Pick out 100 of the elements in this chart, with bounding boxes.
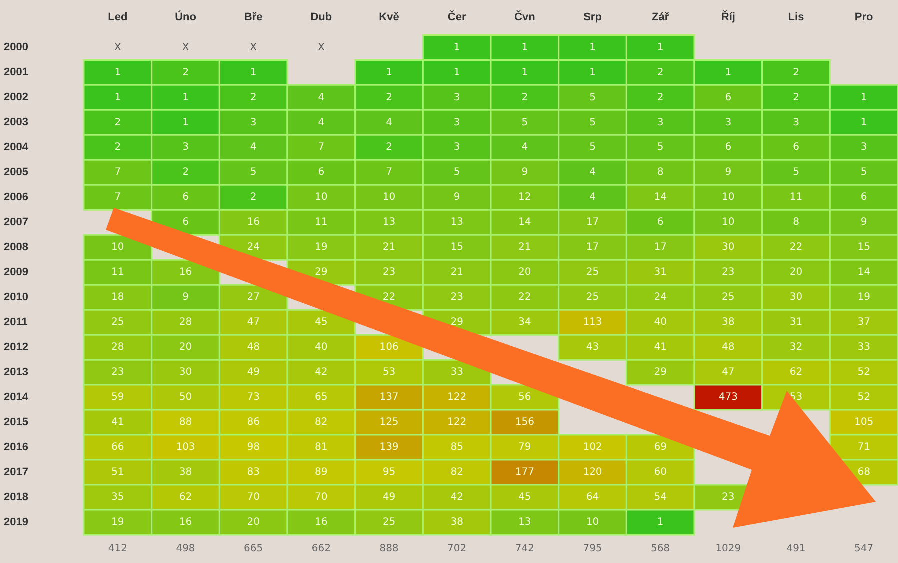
- data-label: 4: [590, 167, 596, 178]
- x-tick-label: Bře: [244, 12, 263, 24]
- data-label: 5: [454, 167, 460, 178]
- text: 702: [448, 544, 467, 555]
- x-tick-label: Říj: [721, 10, 736, 24]
- y-tick-label: 2018: [4, 492, 28, 504]
- data-label: 1: [522, 67, 528, 78]
- y-tick-label: 2011: [4, 316, 28, 329]
- data-label: 41: [112, 417, 124, 428]
- data-label: 2: [250, 192, 257, 204]
- data-label: 17: [586, 242, 600, 254]
- data-label: 1: [860, 117, 868, 128]
- data-label: 6: [318, 167, 325, 178]
- data-label: 50: [179, 392, 192, 404]
- data-label: 3: [793, 117, 800, 128]
- data-label: 5: [657, 142, 664, 154]
- data-label: 38: [722, 317, 735, 328]
- data-label: 2: [522, 92, 528, 104]
- data-label: 16: [247, 217, 260, 228]
- data-label: 9: [522, 167, 528, 178]
- data-label: 30: [790, 292, 803, 304]
- data-label: 2: [793, 92, 800, 104]
- data-label: 3: [657, 117, 664, 128]
- data-label: 5: [860, 167, 868, 178]
- data-label: 66: [112, 442, 124, 454]
- data-label: 23: [382, 267, 396, 278]
- data-label: 52: [858, 392, 870, 404]
- y-tick-label: 2016: [4, 442, 28, 454]
- data-label: 31: [654, 267, 667, 278]
- data-label: 9: [860, 217, 868, 228]
- data-label: 82: [315, 417, 328, 428]
- data-label: 13: [518, 517, 532, 528]
- data-label: 42: [450, 492, 464, 504]
- data-label: 5: [590, 117, 596, 128]
- data-label: 37: [858, 317, 870, 328]
- data-label: 31: [790, 317, 803, 328]
- text: 491: [786, 544, 806, 555]
- data-label: 1: [114, 92, 122, 104]
- data-label: 137: [380, 392, 399, 404]
- data-label: 29: [315, 267, 328, 278]
- data-label: 47: [247, 317, 260, 328]
- data-label: 89: [315, 467, 328, 478]
- data-label: 17: [654, 242, 667, 254]
- data-label: 25: [586, 292, 600, 304]
- data-label: 3: [454, 117, 460, 128]
- data-label: 1: [182, 117, 189, 128]
- data-label: 4: [522, 142, 528, 154]
- data-label: 11: [315, 217, 328, 228]
- data-label: 20: [790, 267, 803, 278]
- data-label: 25: [722, 292, 735, 304]
- data-label: 29: [450, 317, 464, 328]
- data-label: 113: [583, 317, 602, 328]
- x-tick-label: Led: [108, 12, 128, 24]
- data-label: 2: [250, 92, 257, 104]
- data-label: 473: [718, 392, 738, 404]
- text: X: [114, 42, 122, 54]
- data-label: 82: [450, 467, 464, 478]
- data-label: 1: [657, 42, 664, 54]
- data-label: 6: [182, 192, 189, 204]
- data-label: 106: [380, 342, 399, 354]
- data-label: 42: [315, 367, 328, 378]
- data-label: 7: [114, 192, 122, 204]
- y-tick-label: 2007: [4, 216, 28, 229]
- text: X: [250, 42, 258, 54]
- data-label: 4: [590, 192, 596, 204]
- data-label: 120: [583, 467, 602, 478]
- data-label: 69: [654, 442, 667, 454]
- data-label: 2: [793, 67, 800, 78]
- data-label: 5: [590, 142, 596, 154]
- data-label: 56: [518, 392, 532, 404]
- data-label: 2: [114, 117, 122, 128]
- x-tick-label: Zář: [652, 12, 670, 24]
- data-label: 81: [315, 442, 328, 454]
- data-label: 5: [250, 167, 257, 178]
- data-label: 48: [722, 342, 735, 354]
- data-label: 15: [858, 242, 870, 254]
- data-label: 34: [518, 317, 532, 328]
- data-label: 16: [179, 517, 192, 528]
- data-label: 2: [657, 92, 664, 104]
- data-label: 38: [450, 517, 464, 528]
- data-label: 16: [315, 517, 328, 528]
- text: 498: [176, 544, 196, 555]
- data-label: 48: [247, 342, 260, 354]
- data-label: 21: [382, 242, 396, 254]
- data-label: 16: [179, 267, 192, 278]
- data-label: 6: [657, 217, 664, 228]
- data-label: 1: [386, 67, 392, 78]
- text: 662: [312, 544, 331, 555]
- y-tick-label: 2013: [4, 366, 28, 379]
- data-label: 30: [722, 242, 735, 254]
- text: 1029: [716, 544, 742, 555]
- data-label: 28: [179, 317, 192, 328]
- y-tick-label: 2005: [4, 166, 28, 179]
- data-label: 83: [247, 467, 260, 478]
- data-label: 24: [654, 292, 667, 304]
- data-label: 98: [247, 442, 260, 454]
- y-tick-label: 2003: [4, 116, 28, 129]
- data-label: 14: [654, 192, 667, 204]
- data-label: 68: [858, 467, 870, 478]
- data-label: 40: [315, 342, 328, 354]
